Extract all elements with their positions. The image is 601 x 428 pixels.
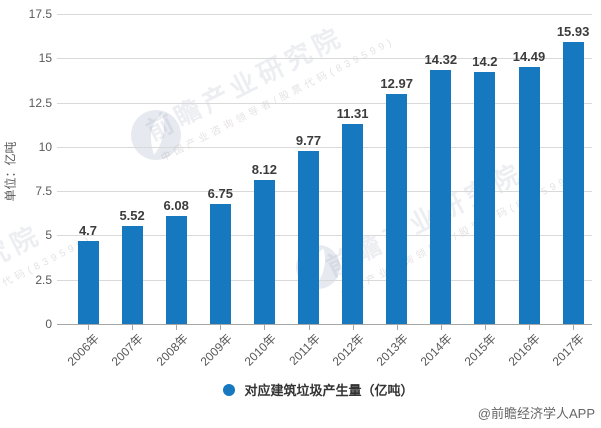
y-tick-label: 10 xyxy=(38,139,52,154)
bar-value-label: 14.2 xyxy=(472,54,498,70)
x-tick-mark xyxy=(440,325,442,330)
y-axis-title: 单位：亿吨 xyxy=(3,141,18,202)
gridline xyxy=(57,102,592,104)
bar xyxy=(386,94,408,324)
y-tick-label: 15 xyxy=(38,51,52,66)
y-tick-label: 12.5 xyxy=(28,95,52,110)
x-tick-mark xyxy=(308,325,310,330)
y-tick-label: 17.5 xyxy=(28,7,52,21)
x-tick-label: 2010年 xyxy=(241,331,279,369)
gridline xyxy=(57,14,592,15)
gridline xyxy=(57,146,592,148)
bar xyxy=(474,72,496,324)
gridline xyxy=(57,279,592,281)
x-tick-mark xyxy=(352,325,354,330)
x-tick-mark xyxy=(264,325,266,330)
legend: 对应建筑垃圾产生量（亿吨） xyxy=(0,380,601,399)
x-tick-label: 2012年 xyxy=(329,331,367,369)
x-tick-mark xyxy=(484,325,486,330)
bar-value-label: 9.77 xyxy=(295,132,322,148)
bar-value-label: 6.75 xyxy=(207,186,233,202)
legend-marker-icon xyxy=(223,383,236,396)
x-tick-mark xyxy=(88,325,89,330)
x-tick-label: 2009年 xyxy=(197,331,235,369)
x-tick-mark xyxy=(132,325,134,330)
bar-value-label: 6.08 xyxy=(163,198,189,214)
bar-value-label: 11.31 xyxy=(336,105,369,121)
y-tick-label: 2.5 xyxy=(35,272,52,287)
x-tick-mark xyxy=(220,325,222,330)
x-tick-label: 2011年 xyxy=(286,331,323,368)
x-tick-mark xyxy=(529,325,530,330)
x-tick-label: 2014年 xyxy=(417,331,456,369)
bar-value-label: 14.49 xyxy=(512,49,546,65)
bar-value-label: 4.7 xyxy=(78,222,98,238)
x-tick-label: 2006年 xyxy=(64,331,103,369)
bar-value-label: 12.97 xyxy=(380,76,413,92)
bar-value-label: 14.32 xyxy=(424,52,458,68)
bar xyxy=(121,226,143,324)
gridline xyxy=(57,235,592,237)
bar-value-label: 8.12 xyxy=(251,162,278,178)
y-tick-label: 7.5 xyxy=(35,184,52,199)
x-tick-mark xyxy=(396,325,398,330)
bar xyxy=(165,216,187,324)
bar xyxy=(430,70,452,324)
x-tick-label: 2017年 xyxy=(550,331,588,369)
x-axis-line xyxy=(57,324,592,325)
source-credit: @前瞻经济学人APP xyxy=(477,406,595,421)
bar xyxy=(253,180,275,324)
x-tick-label: 2008年 xyxy=(153,331,191,369)
x-tick-label: 2015年 xyxy=(461,331,500,369)
y-tick-label: 5 xyxy=(45,228,52,243)
y-tick-label: 0 xyxy=(45,317,52,331)
x-tick-label: 2007年 xyxy=(109,331,147,369)
bar xyxy=(298,150,319,324)
x-tick-label: 2013年 xyxy=(373,331,411,369)
gridline xyxy=(57,191,592,193)
bar xyxy=(209,204,231,324)
bar-value-label: 5.52 xyxy=(119,208,145,224)
legend-label: 对应建筑垃圾产生量（亿吨） xyxy=(244,383,414,398)
x-tick-mark xyxy=(176,325,178,330)
x-tick-label: 2016年 xyxy=(505,331,544,369)
bar xyxy=(518,67,540,324)
gridline xyxy=(57,58,592,60)
bar xyxy=(77,240,99,324)
x-tick-mark xyxy=(573,325,575,330)
bar-value-label: 15.93 xyxy=(556,23,590,39)
bar xyxy=(562,41,584,324)
bar xyxy=(342,123,364,324)
